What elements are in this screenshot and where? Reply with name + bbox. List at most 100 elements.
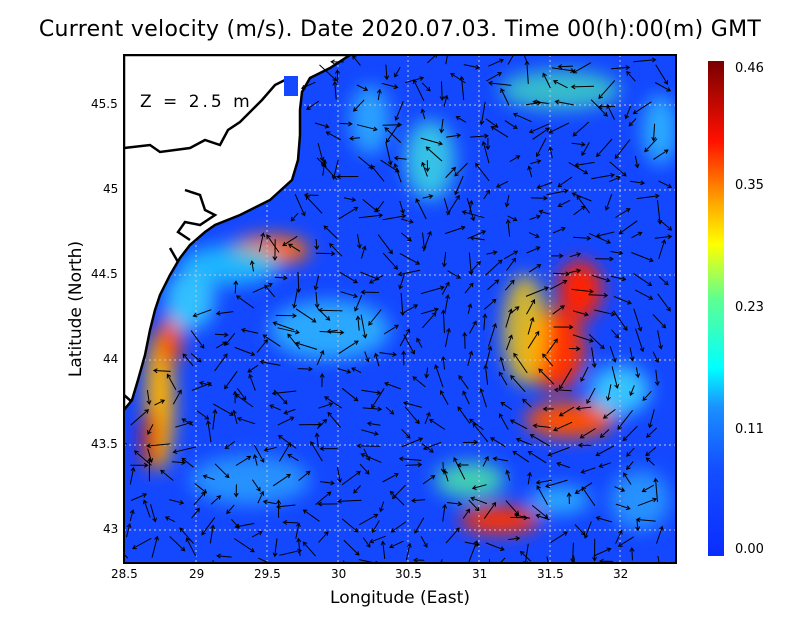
velocity-arrow xyxy=(557,176,573,188)
velocity-arrow xyxy=(300,81,316,90)
velocity-arrow xyxy=(634,289,654,300)
velocity-arrow xyxy=(443,94,449,107)
velocity-arrow xyxy=(488,80,512,86)
velocity-arrow xyxy=(272,239,278,261)
velocity-arrow xyxy=(500,401,512,410)
velocity-arrow xyxy=(401,350,407,366)
velocity-arrow xyxy=(461,210,485,219)
velocity-arrow xyxy=(259,359,281,366)
velocity-arrow xyxy=(315,491,332,505)
velocity-arrow xyxy=(655,64,668,85)
velocity-arrow xyxy=(129,509,135,522)
velocity-arrow xyxy=(523,55,528,64)
velocity-arrow xyxy=(572,334,594,343)
velocity-arrow xyxy=(319,329,345,335)
velocity-arrow xyxy=(257,490,265,504)
velocity-arrow xyxy=(568,161,589,175)
velocity-arrow xyxy=(498,413,509,430)
velocity-arrow xyxy=(463,64,481,70)
velocity-arrow xyxy=(486,72,503,82)
velocity-arrow xyxy=(394,101,404,121)
velocity-arrow xyxy=(552,305,565,315)
velocity-arrow xyxy=(381,82,399,90)
velocity-arrow xyxy=(609,175,621,183)
velocity-arrow xyxy=(224,441,235,449)
velocity-arrow xyxy=(376,88,382,101)
velocity-arrow xyxy=(379,351,397,357)
velocity-arrow xyxy=(651,123,657,142)
velocity-arrow xyxy=(264,284,275,298)
velocity-arrow xyxy=(319,373,325,388)
velocity-arrow xyxy=(546,188,569,196)
velocity-arrow xyxy=(455,116,467,123)
velocity-arrow xyxy=(557,199,571,208)
velocity-arrow xyxy=(536,485,549,506)
colorbar-tick: 0.46 xyxy=(735,61,764,76)
velocity-arrow xyxy=(179,527,194,544)
velocity-arrow xyxy=(441,252,447,268)
velocity-arrow xyxy=(535,479,552,485)
velocity-arrow xyxy=(314,122,330,129)
velocity-arrow xyxy=(152,368,171,374)
velocity-arrow xyxy=(588,232,611,244)
velocity-arrow xyxy=(390,521,407,533)
velocity-arrow xyxy=(356,234,362,249)
colorbar-tick: 0.23 xyxy=(735,300,764,315)
velocity-arrow xyxy=(332,80,338,100)
velocity-arrow xyxy=(340,291,358,299)
velocity-arrow xyxy=(504,279,515,291)
velocity-arrow xyxy=(532,423,551,429)
velocity-arrow xyxy=(234,346,256,357)
velocity-arrow xyxy=(356,124,378,132)
velocity-arrow xyxy=(529,214,541,220)
velocity-arrow xyxy=(341,518,359,533)
velocity-arrow xyxy=(508,536,521,541)
velocity-arrow xyxy=(232,409,238,425)
velocity-arrow xyxy=(499,557,506,563)
velocity-arrow xyxy=(581,142,590,157)
velocity-arrow xyxy=(499,356,505,371)
velocity-arrow xyxy=(571,192,592,202)
velocity-arrow xyxy=(446,194,460,216)
y-tick: 44 xyxy=(103,352,119,366)
velocity-arrow xyxy=(450,72,466,84)
velocity-arrow xyxy=(527,165,533,178)
velocity-arrow xyxy=(553,387,572,393)
velocity-arrow xyxy=(379,501,385,513)
velocity-arrow xyxy=(393,163,402,183)
velocity-arrow xyxy=(468,540,479,563)
velocity-arrow xyxy=(629,347,635,362)
velocity-arrow xyxy=(233,484,239,498)
velocity-arrow xyxy=(614,486,626,492)
velocity-arrow xyxy=(335,69,341,83)
velocity-arrow xyxy=(479,387,487,408)
velocity-arrow xyxy=(529,159,542,165)
velocity-arrow xyxy=(485,345,493,366)
velocity-arrow xyxy=(462,331,468,349)
velocity-arrow xyxy=(507,55,514,65)
velocity-arrow xyxy=(370,164,385,182)
velocity-arrow xyxy=(572,121,590,137)
velocity-arrow xyxy=(633,273,653,287)
velocity-arrow xyxy=(606,104,615,120)
velocity-arrow xyxy=(641,484,655,493)
velocity-arrow xyxy=(362,406,383,412)
velocity-arrow xyxy=(462,508,471,519)
velocity-arrow xyxy=(446,133,462,138)
velocity-arrow xyxy=(505,334,513,351)
velocity-arrow xyxy=(505,218,511,237)
velocity-arrow xyxy=(591,172,615,180)
velocity-arrow xyxy=(393,155,407,161)
velocity-arrow xyxy=(626,461,634,470)
velocity-arrow xyxy=(459,75,465,101)
velocity-arrow xyxy=(405,542,412,561)
velocity-arrow xyxy=(316,349,325,366)
velocity-arrow xyxy=(394,66,401,78)
velocity-arrow xyxy=(535,513,550,521)
velocity-arrow xyxy=(196,410,210,420)
velocity-arrow xyxy=(513,352,528,374)
velocity-arrow xyxy=(553,271,570,277)
velocity-arrow xyxy=(580,366,589,382)
velocity-arrow xyxy=(653,149,669,160)
velocity-arrow xyxy=(296,537,302,556)
